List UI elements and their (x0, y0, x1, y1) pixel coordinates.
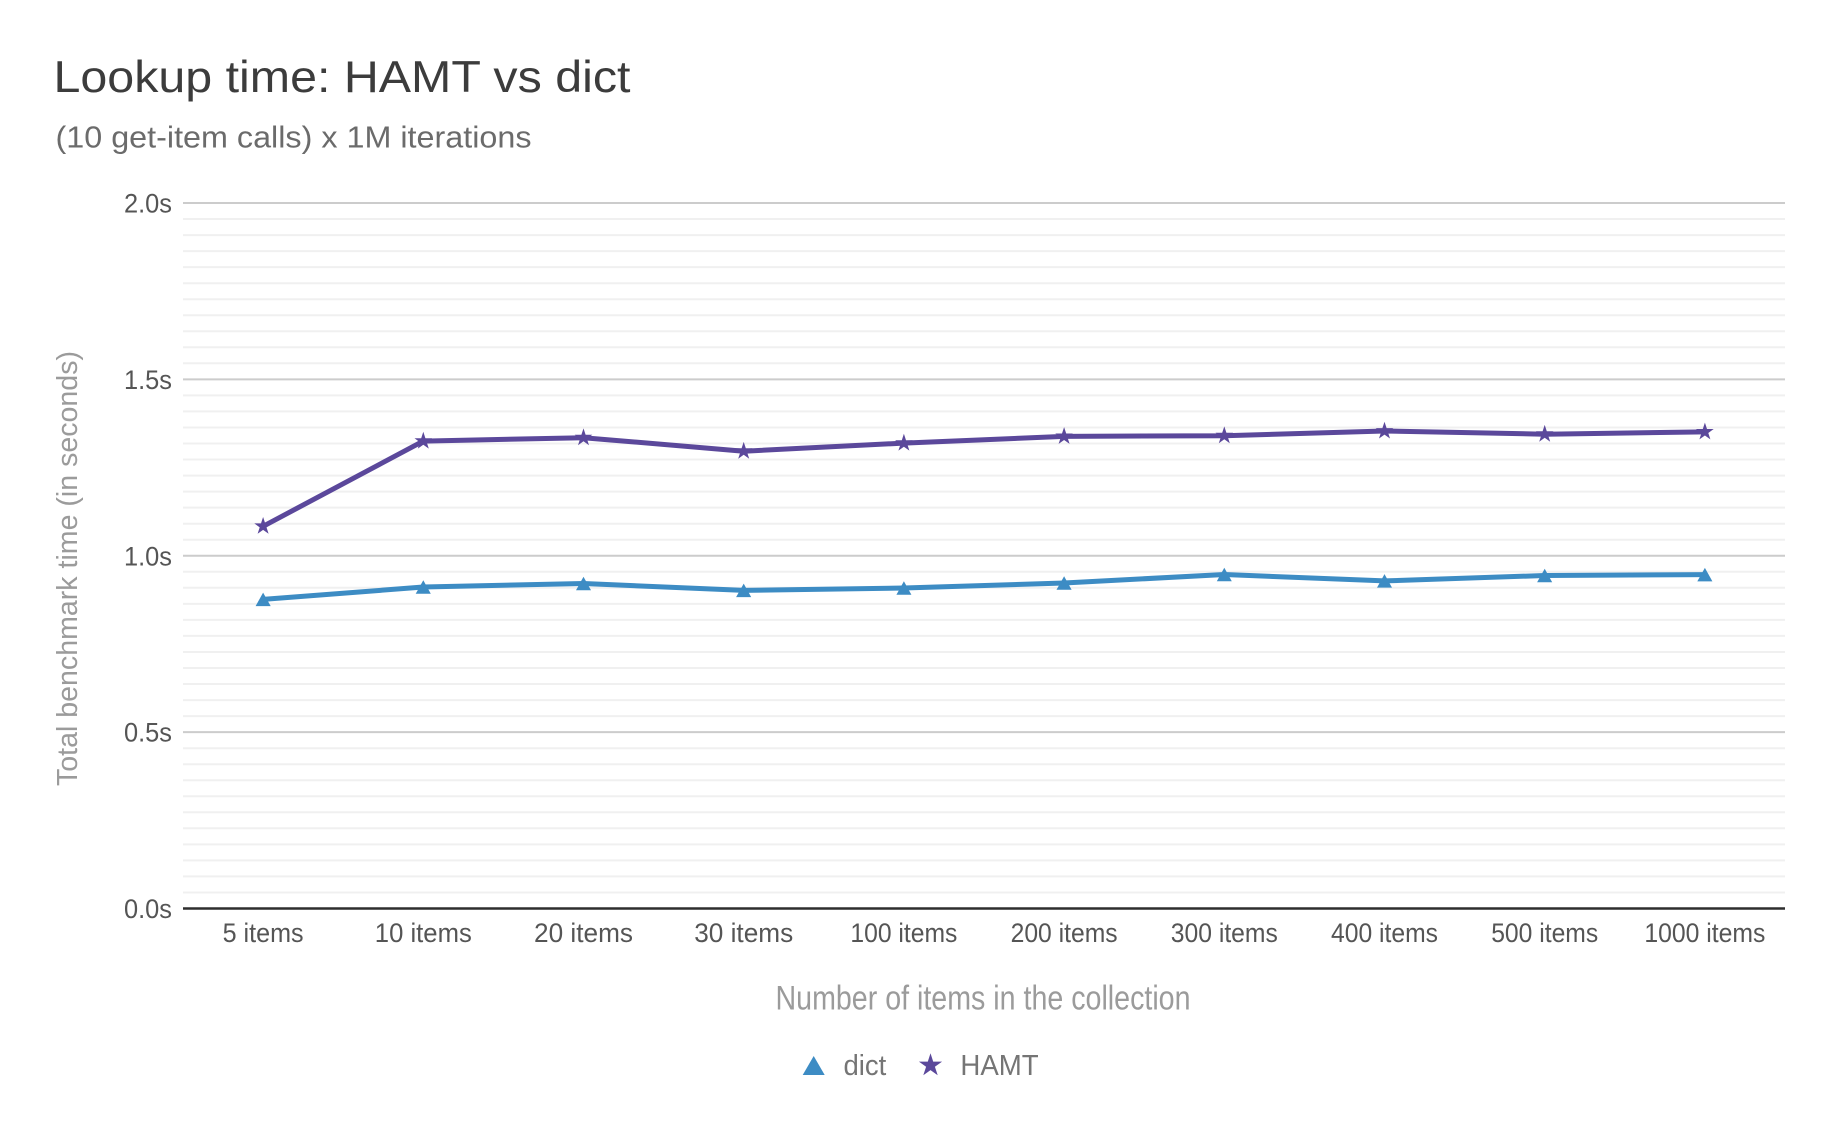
svg-text:1000 items: 1000 items (1644, 918, 1765, 948)
svg-text:200 items: 200 items (1011, 918, 1118, 948)
svg-text:Number of items in the collect: Number of items in the collection (776, 980, 1191, 1018)
svg-text:Total benchmark time (in secon: Total benchmark time (in seconds) (52, 351, 84, 786)
svg-text:0.5s: 0.5s (124, 718, 172, 748)
svg-text:20 items: 20 items (534, 918, 633, 948)
svg-text:10 items: 10 items (375, 918, 472, 948)
svg-text:1.0s: 1.0s (124, 541, 172, 571)
svg-text:100 items: 100 items (850, 918, 957, 948)
svg-text:1.5s: 1.5s (124, 365, 172, 395)
svg-text:(10 get-item calls) x 1M itera: (10 get-item calls) x 1M iterations (56, 121, 532, 155)
svg-text:5 items: 5 items (223, 918, 304, 948)
svg-text:2.0s: 2.0s (124, 189, 172, 219)
svg-text:0.0s: 0.0s (124, 894, 172, 924)
svg-text:300 items: 300 items (1171, 918, 1278, 948)
svg-text:500 items: 500 items (1491, 918, 1598, 948)
svg-text:400 items: 400 items (1331, 918, 1438, 948)
svg-text:Lookup time: HAMT vs dict: Lookup time: HAMT vs dict (54, 53, 631, 102)
svg-text:30 items: 30 items (694, 918, 793, 948)
svg-text:HAMT: HAMT (960, 1050, 1038, 1082)
svg-text:dict: dict (844, 1050, 887, 1082)
